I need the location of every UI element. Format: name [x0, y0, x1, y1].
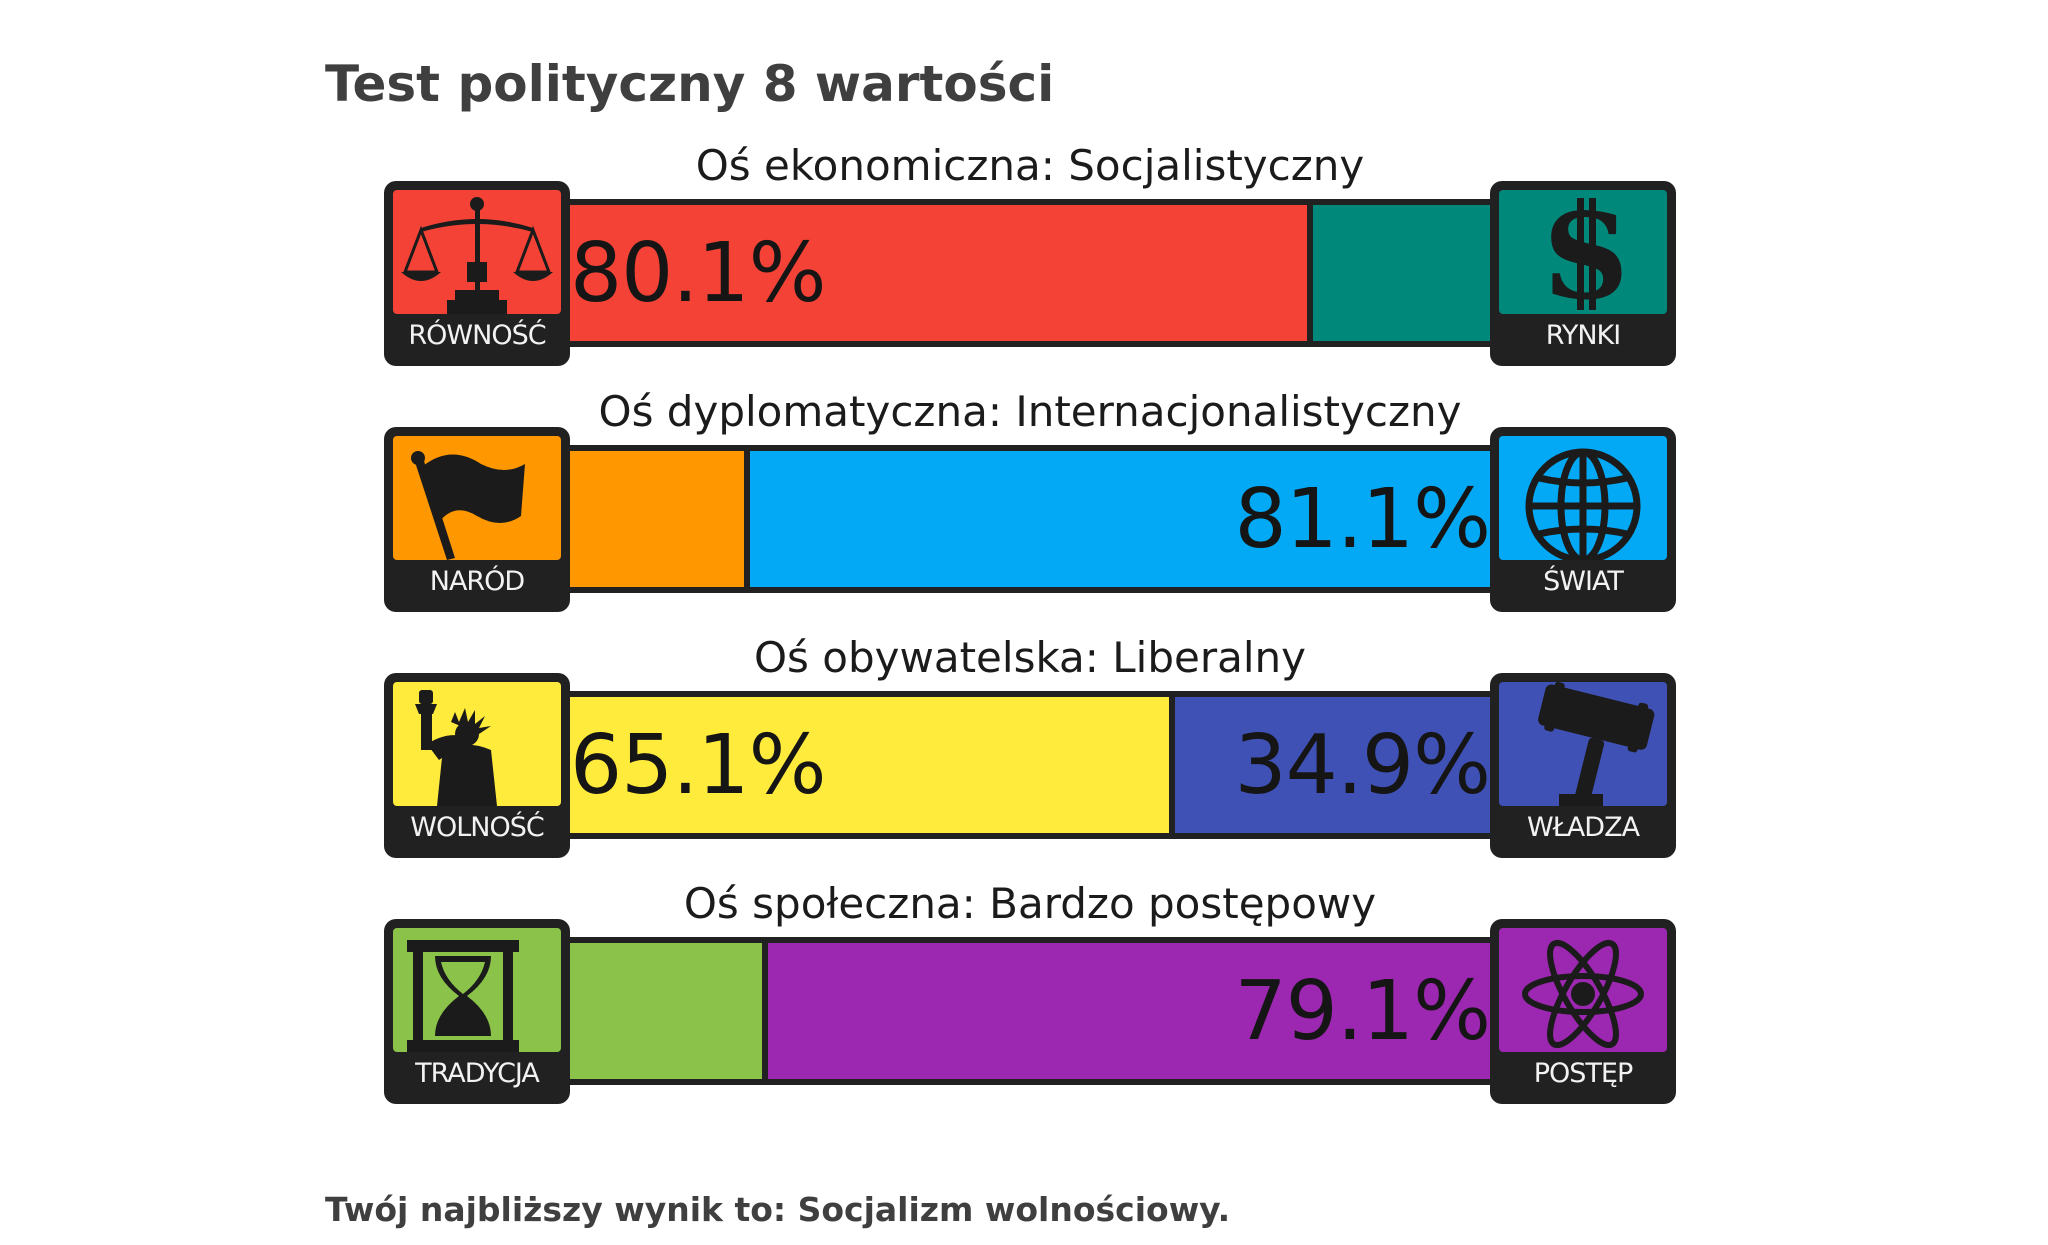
bar-segment-left: [570, 205, 1307, 341]
bar-segment-left: [570, 451, 744, 587]
axis-label: Oś ekonomiczna: Socjalistyczny: [695, 141, 1365, 190]
badge-left: TRADYCJA: [384, 919, 570, 1104]
axis-bar: 81.1%: [564, 445, 1496, 593]
badge-left: RÓWNOŚĆ: [384, 181, 570, 366]
axis-bar: 65.1% 34.9%: [564, 691, 1496, 839]
axis-bar: 80.1%: [564, 199, 1496, 347]
liberty-statue-icon: [393, 682, 561, 806]
atom-icon: [1499, 928, 1667, 1052]
bar-segment-left: [570, 943, 762, 1079]
badge-right: ŚWIAT: [1490, 427, 1676, 612]
dollar-icon: S: [1499, 190, 1667, 314]
badge-left: NARÓD: [384, 427, 570, 612]
badge-right: POSTĘP: [1490, 919, 1676, 1104]
badge-label: ŚWIAT: [1543, 566, 1624, 597]
badge-label: RYNKI: [1545, 320, 1621, 351]
axis-row: Oś obywatelska: Liberalny 65.1% 34.9% WOLNO…: [384, 633, 1676, 858]
value-label-left: 65.1%: [570, 717, 826, 813]
badge-label: RÓWNOŚĆ: [408, 320, 546, 351]
badge-label: TRADYCJA: [415, 1058, 540, 1089]
axis-row: Oś dyplomatyczna: Internacjonalistyczny 8…: [384, 387, 1676, 612]
hourglass-icon: [393, 928, 561, 1052]
axis-label: Oś społeczna: Bardzo postępowy: [683, 879, 1377, 928]
value-label-right: 34.9%: [1234, 717, 1491, 813]
bar-segment-left: [570, 697, 1169, 833]
svg-text:S: S: [1543, 190, 1628, 314]
axis-row: Oś społeczna: Bardzo postępowy 79.1% TRADY…: [384, 879, 1676, 1104]
badge-label: NARÓD: [429, 566, 525, 597]
badge-label: POSTĘP: [1533, 1058, 1634, 1089]
bar-segment-right: [768, 943, 1490, 1079]
badge-right: WŁADZA: [1490, 673, 1676, 858]
axis-label: Oś dyplomatyczna: Internacjonalistyczny: [598, 387, 1462, 436]
badge-label: WŁADZA: [1526, 812, 1640, 843]
badge-label: WOLNOŚĆ: [410, 812, 544, 843]
axis-bar: 79.1%: [564, 937, 1496, 1085]
axis-label: Oś obywatelska: Liberalny: [754, 633, 1306, 682]
value-label-left: 80.1%: [570, 225, 826, 321]
flag-icon: [393, 436, 561, 560]
bar-segment-right: [1175, 697, 1490, 833]
badge-right: S RYNKI: [1490, 181, 1676, 366]
page-title: Test polityczny 8 wartości: [325, 55, 1055, 113]
scales-icon: [393, 190, 561, 314]
value-label-right: 79.1%: [1234, 963, 1491, 1059]
globe-icon: [1499, 436, 1667, 560]
gavel-icon: [1499, 682, 1667, 806]
bar-segment-right: [1313, 205, 1490, 341]
bar-segment-right: [750, 451, 1490, 587]
badge-left: WOLNOŚĆ: [384, 673, 570, 858]
result-text: Twój najbliższy wynik to: Socjalizm woln…: [325, 1190, 1231, 1229]
axis-row: Oś ekonomiczna: Socjalistyczny 80.1% RÓWNO…: [384, 141, 1676, 366]
value-label-right: 81.1%: [1234, 471, 1491, 567]
